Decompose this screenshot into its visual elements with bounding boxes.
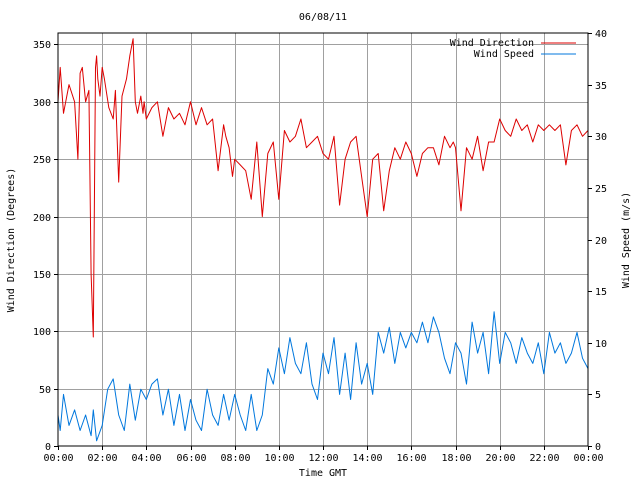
x-tick-label: 00:00 xyxy=(573,453,603,464)
series-line-wind-speed xyxy=(57,311,589,442)
x-tick-label: 12:00 xyxy=(308,453,338,464)
left-y-tick-label: 300 xyxy=(33,98,51,109)
right-y-tick-label: 15 xyxy=(595,287,607,298)
right-y-tick-label: 5 xyxy=(595,390,601,401)
series-lines xyxy=(57,38,589,442)
x-tick-label: 18:00 xyxy=(441,453,471,464)
legend: Wind Direction Wind Speed xyxy=(450,38,576,60)
right-y-tick-label: 0 xyxy=(595,442,601,453)
right-y-tick-label: 10 xyxy=(595,339,607,350)
x-tick-label: 02:00 xyxy=(87,453,117,464)
x-tick-label: 22:00 xyxy=(529,453,559,464)
grid-lines xyxy=(58,33,588,446)
x-tick-label: 16:00 xyxy=(396,453,426,464)
x-tick-label: 14:00 xyxy=(352,453,382,464)
right-y-tick-label: 25 xyxy=(595,184,607,195)
left-y-tick-label: 100 xyxy=(33,327,51,338)
x-axis-label: Time GMT xyxy=(299,468,347,479)
x-tick-label: 08:00 xyxy=(220,453,250,464)
left-y-tick-label: 200 xyxy=(33,213,51,224)
right-y-tick-label: 35 xyxy=(595,81,607,92)
left-y-axis-label: Wind Direction (Degrees) xyxy=(6,168,17,313)
series-line-wind-direction xyxy=(57,38,589,338)
x-tick-label: 00:00 xyxy=(43,453,73,464)
left-y-tick-label: 0 xyxy=(45,442,51,453)
x-tick-label: 20:00 xyxy=(485,453,515,464)
left-y-tick-label: 250 xyxy=(33,155,51,166)
right-y-tick-label: 40 xyxy=(595,29,607,40)
axis-ticks: 00:00 02:00 04:00 06:00 08:00 10:00 12:00 14:00… xyxy=(33,29,607,464)
x-tick-label: 04:00 xyxy=(131,453,161,464)
chart-title: 06/08/11 xyxy=(299,12,347,23)
legend-label-wind-direction: Wind Direction xyxy=(450,38,534,49)
left-y-tick-label: 50 xyxy=(39,385,51,396)
right-y-tick-label: 20 xyxy=(595,236,607,247)
right-y-axis-label: Wind Speed (m/s) xyxy=(621,192,632,288)
x-tick-label: 06:00 xyxy=(176,453,206,464)
x-tick-label: 10:00 xyxy=(264,453,294,464)
right-y-tick-label: 30 xyxy=(595,132,607,143)
left-y-tick-label: 150 xyxy=(33,270,51,281)
legend-label-wind-speed: Wind Speed xyxy=(474,49,534,60)
left-y-tick-label: 350 xyxy=(33,40,51,51)
